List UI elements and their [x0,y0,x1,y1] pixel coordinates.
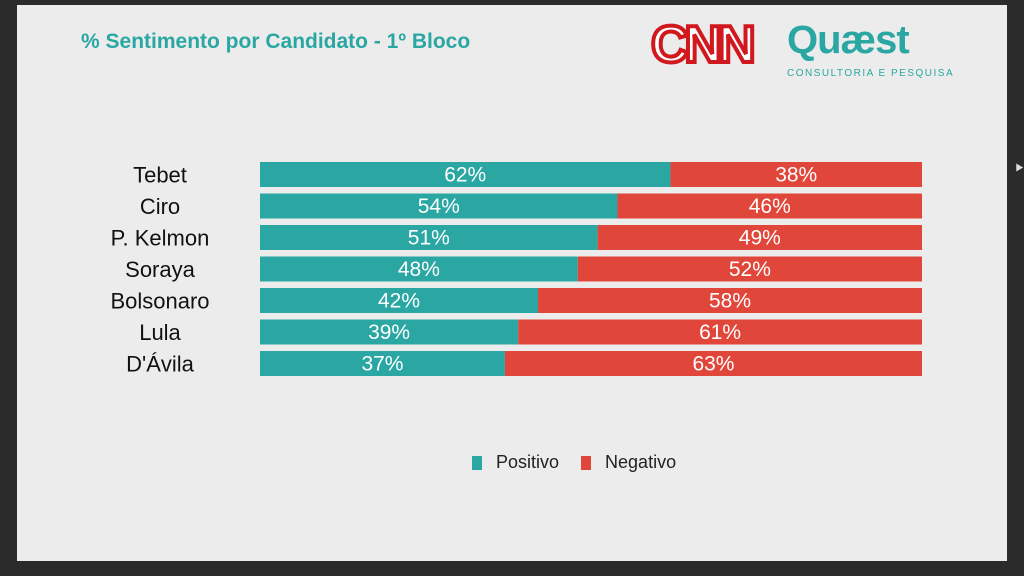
bar-segment-negativo [597,225,922,250]
data-label: 58% [709,290,751,313]
data-label: 49% [739,227,781,250]
legend-item-positivo: Positivo [472,452,559,473]
legend-label-positivo: Positivo [496,452,560,472]
bar-segment-negativo [617,193,922,219]
legend-swatch-positivo [472,455,482,470]
data-label: 63% [692,353,734,376]
data-label: 42% [378,290,420,313]
category-label: D'Ávila [126,352,195,377]
quaest-logo-text: Quæst [787,18,910,62]
bar-segment-negativo [538,288,922,313]
data-label: 62% [444,164,486,187]
bar-segment-positivo [260,256,578,282]
legend-item-negativo: Negativo [581,452,676,473]
bar-segment-negativo [670,162,922,187]
bar-segment-negativo [577,256,922,282]
data-label: 46% [749,195,791,218]
legend-swatch-negativo [581,455,592,470]
slide-background [17,5,1007,561]
quaest-logo-subtitle: CONSULTORIA E PESQUISA [787,68,955,79]
data-label: 51% [408,227,450,250]
data-label: 39% [368,321,410,344]
data-label: 38% [775,164,817,187]
data-label: 61% [699,321,741,344]
bar-segment-positivo [260,288,539,313]
category-label: Bolsonaro [110,289,209,314]
category-label: P. Kelmon [111,226,210,251]
data-label: 52% [729,258,771,281]
category-label: Lula [139,320,181,345]
data-label: 48% [398,258,440,281]
bar-segment-positivo [260,193,618,219]
bar-segment-positivo [260,225,598,250]
chart-title: % Sentimento por Candidato - 1º Bloco [81,30,471,53]
data-label: 54% [418,195,460,218]
bar-segment-positivo [260,162,671,187]
cnn-logo: CNN [649,14,758,76]
data-label: 37% [361,353,403,376]
chart-legend: Positivo Negativo [472,452,698,473]
bar-segment-negativo [504,351,922,376]
bar-segment-negativo [518,319,922,345]
bar-segment-positivo [260,351,505,376]
category-label: Ciro [140,194,180,219]
legend-label-negativo: Negativo [605,452,677,472]
bar-segment-positivo [260,319,519,345]
category-label: Soraya [125,257,195,282]
category-label: Tebet [133,163,187,188]
